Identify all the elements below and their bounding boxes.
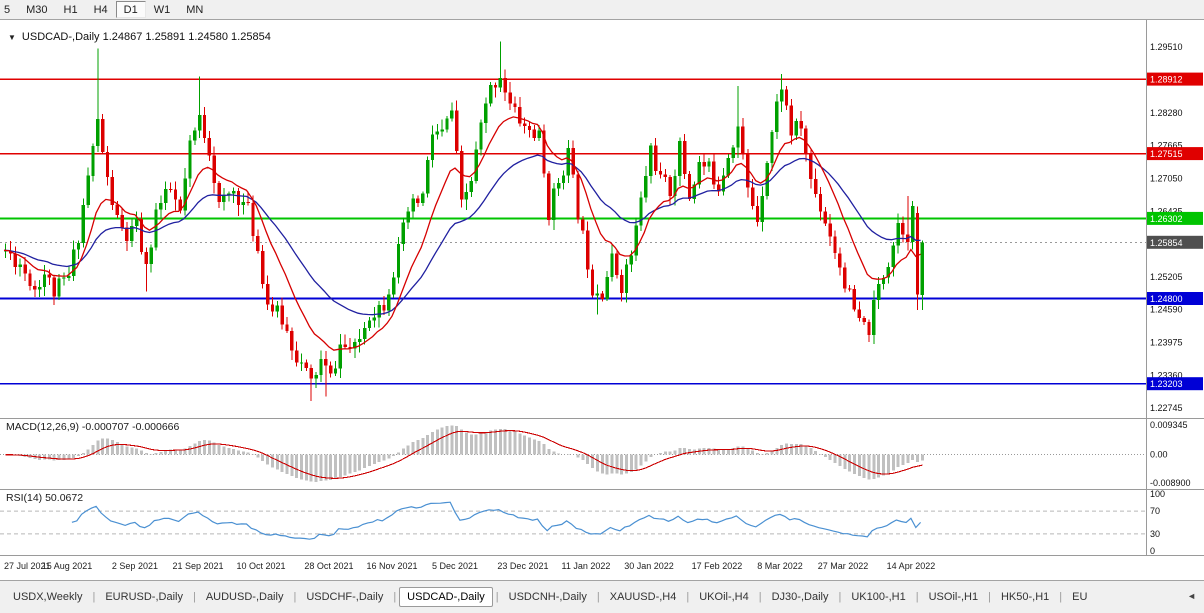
timeframe-button-m30[interactable]: M30	[26, 4, 48, 16]
tab-separator: |	[293, 591, 297, 603]
svg-text:16 Nov 2021: 16 Nov 2021	[366, 561, 417, 571]
tab-uk100-h1[interactable]: UK100-,H1	[851, 591, 906, 603]
chart-area[interactable]: 1.295101.288951.282801.276651.270501.264…	[0, 20, 1204, 580]
timeframe-toolbar: 5 M30 H1 H4 D1 W1 MN	[0, 0, 1204, 20]
svg-text:27 Jul 2021: 27 Jul 2021	[4, 561, 51, 571]
horizontal-level-lines	[0, 78, 1146, 385]
svg-text:15 Aug 2021: 15 Aug 2021	[42, 561, 93, 571]
tab-separator: |	[758, 591, 762, 603]
tab-usdcnh-daily[interactable]: USDCNH-,Daily	[508, 591, 587, 603]
svg-text:1.28912: 1.28912	[1150, 75, 1183, 85]
tab-usoil-h1[interactable]: USOil-,H1	[928, 591, 979, 603]
svg-text:30: 30	[1150, 529, 1160, 539]
level-price-badge	[1147, 377, 1203, 391]
svg-text:28 Oct 2021: 28 Oct 2021	[304, 561, 353, 571]
tab-audusd-daily[interactable]: AUDUSD-,Daily	[205, 591, 284, 603]
svg-text:1.28280: 1.28280	[1150, 108, 1183, 118]
timeframe-button-h4[interactable]: H4	[93, 4, 108, 16]
svg-text:8 Mar 2022: 8 Mar 2022	[757, 561, 803, 571]
tab-separator: |	[92, 591, 96, 603]
tab-usdx-weekly[interactable]: USDX,Weekly	[13, 591, 83, 603]
chart-symbol-overlay: ▼ USDCAD-,Daily 1.24867 1.25891 1.24580 …	[8, 31, 271, 43]
timeframe-button-d1[interactable]: D1	[115, 1, 146, 18]
price-level-badges: 1.28912 1.27515 1.26302 1.24800 1.23203 1.258…	[1147, 72, 1203, 391]
svg-text:1.24590: 1.24590	[1150, 305, 1183, 315]
tab-separator: |	[596, 591, 600, 603]
bid-price-badge	[1147, 235, 1203, 249]
level-price-badge	[1147, 211, 1203, 225]
svg-text:1.25205: 1.25205	[1150, 272, 1183, 282]
svg-text:1.26435: 1.26435	[1150, 206, 1183, 216]
candlesticks	[4, 41, 924, 401]
svg-text:1.27050: 1.27050	[1150, 173, 1183, 183]
svg-text:30 Jan 2022: 30 Jan 2022	[624, 561, 674, 571]
tab-usdcad-daily[interactable]: USDCAD-,Daily	[399, 587, 493, 607]
tabs-scroll-left-icon[interactable]: ◄	[1184, 591, 1199, 601]
timeframe-button-w1[interactable]: W1	[153, 4, 171, 16]
tab-separator: |	[915, 591, 919, 603]
tab-separator: |	[686, 591, 690, 603]
svg-text:17 Feb 2022: 17 Feb 2022	[692, 561, 743, 571]
svg-text:1.23360: 1.23360	[1150, 370, 1183, 380]
tab-separator: |	[838, 591, 842, 603]
svg-text:1.27515: 1.27515	[1150, 149, 1183, 159]
macd-panel	[0, 425, 1146, 482]
tab-separator: |	[495, 591, 499, 603]
svg-text:1.23975: 1.23975	[1150, 338, 1183, 348]
svg-text:1.22745: 1.22745	[1150, 403, 1183, 413]
timeframe-button-mn[interactable]: MN	[186, 4, 204, 16]
level-price-badge	[1147, 292, 1203, 305]
svg-text:1.25854: 1.25854	[1150, 238, 1183, 248]
tab-separator: |	[1059, 591, 1063, 603]
svg-text:0.009345: 0.009345	[1150, 420, 1188, 430]
svg-text:14 Apr 2022: 14 Apr 2022	[887, 561, 936, 571]
chevron-down-icon[interactable]: ▼	[8, 32, 16, 42]
tab-separator: |	[192, 591, 196, 603]
svg-text:1.23203: 1.23203	[1150, 379, 1183, 389]
tab-usdchf-daily[interactable]: USDCHF-,Daily	[306, 591, 384, 603]
svg-text:1.24800: 1.24800	[1150, 294, 1183, 304]
tab-dj30-daily[interactable]: DJ30-,Daily	[771, 591, 829, 603]
chart-tabs: USDX,Weekly | EURUSD-,Daily | AUDUSD-,Daily |…	[6, 587, 1094, 607]
svg-text:0: 0	[1150, 546, 1155, 556]
tab-xauusd-h4[interactable]: XAUUSD-,H4	[609, 591, 677, 603]
symbol-ohlc-label: USDCAD-,Daily 1.24867 1.25891 1.24580 1.…	[21, 31, 271, 43]
tab-eurusd-daily[interactable]: EURUSD-,Daily	[105, 591, 183, 603]
rsi-indicator-label: RSI(14) 50.0672	[6, 492, 84, 504]
macd-indicator-label: MACD(12,26,9) -0.000707 -0.000666	[6, 421, 180, 433]
timeframe-button-5[interactable]: 5	[4, 4, 11, 16]
moving-averages	[3, 116, 921, 351]
svg-text:0.00: 0.00	[1150, 450, 1168, 460]
svg-text:100: 100	[1150, 489, 1165, 499]
svg-text:70: 70	[1150, 506, 1160, 516]
tab-ukoil-h4[interactable]: UKOil-,H4	[699, 591, 749, 603]
svg-text:21 Sep 2021: 21 Sep 2021	[172, 561, 223, 571]
rsi-panel	[0, 501, 1146, 540]
svg-text:1.29510: 1.29510	[1150, 42, 1183, 52]
tab-hk50-h1[interactable]: HK50-,H1	[1000, 591, 1050, 603]
tab-separator: |	[393, 591, 397, 603]
svg-text:1.27665: 1.27665	[1150, 141, 1183, 151]
svg-text:5 Dec 2021: 5 Dec 2021	[432, 561, 478, 571]
tab-eu[interactable]: EU	[1072, 591, 1088, 603]
level-price-badge	[1147, 147, 1203, 161]
chart-tabs-bar: USDX,Weekly | EURUSD-,Daily | AUDUSD-,Daily |…	[0, 580, 1204, 613]
svg-text:2 Sep 2021: 2 Sep 2021	[112, 561, 158, 571]
tab-separator: |	[988, 591, 991, 603]
svg-text:1.26302: 1.26302	[1150, 214, 1183, 224]
svg-text:11 Jan 2022: 11 Jan 2022	[562, 561, 611, 571]
panel-separators	[0, 20, 1204, 556]
svg-text:10 Oct 2021: 10 Oct 2021	[237, 561, 286, 571]
svg-text:23 Dec 2021: 23 Dec 2021	[497, 561, 548, 571]
svg-text:27 Mar 2022: 27 Mar 2022	[818, 561, 869, 571]
level-price-badge	[1147, 72, 1203, 86]
timeframe-button-h1[interactable]: H1	[63, 4, 78, 16]
svg-text:-0.008900: -0.008900	[1150, 478, 1191, 488]
chart-canvas[interactable]: 1.295101.288951.282801.276651.270501.264…	[0, 20, 1204, 580]
